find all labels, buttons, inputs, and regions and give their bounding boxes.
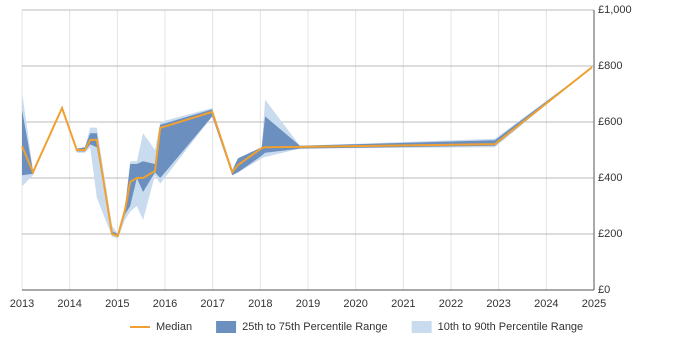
x-tick-label: 2021 [391,298,415,310]
y-tick-label: £0 [598,284,610,296]
median-line [21,66,593,238]
legend-swatch [411,321,432,333]
x-tick-label: 2017 [200,298,224,310]
legend-label: Median [156,321,192,333]
x-tick-label: 2025 [582,298,606,310]
x-tick-label: 2022 [439,298,463,310]
x-tick-label: 2013 [10,298,34,310]
x-tick-label: 2014 [57,298,81,310]
legend-label: 25th to 75th Percentile Range [242,321,388,333]
x-tick-label: 2020 [343,298,367,310]
x-tick-label: 2019 [296,298,320,310]
y-tick-label: £800 [598,60,622,72]
percentile-band [22,67,593,239]
x-tick-label: 2018 [248,298,272,310]
legend-label: 10th to 90th Percentile Range [438,321,584,333]
x-tick-label: 2023 [486,298,510,310]
y-tick-label: £600 [598,116,622,128]
x-tick-label: 2016 [153,298,177,310]
y-tick-label: £1,000 [598,4,632,16]
x-tick-label: 2015 [105,298,129,310]
y-tick-label: £400 [598,172,622,184]
legend-swatch [216,321,237,333]
x-tick-label: 2024 [534,298,558,310]
y-tick-label: £200 [598,228,622,240]
